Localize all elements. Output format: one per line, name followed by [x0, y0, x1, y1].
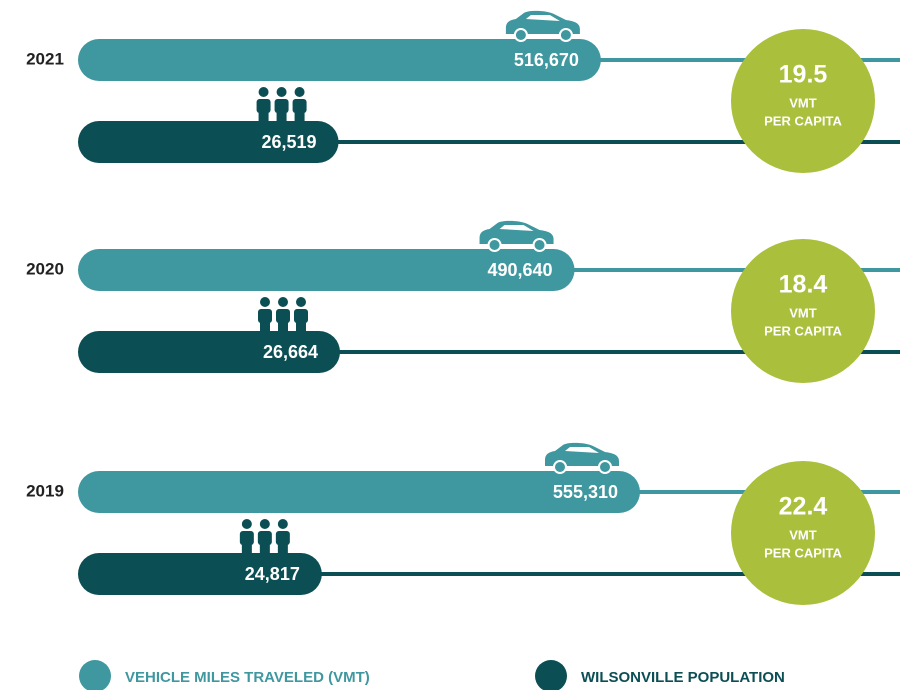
person-body — [275, 531, 290, 545]
car-body — [479, 220, 554, 244]
value-label: 26,519 — [262, 132, 317, 152]
per-capita-label: VMT — [789, 305, 817, 320]
legend-label: VEHICLE MILES TRAVELED (VMT) — [125, 669, 370, 686]
bar — [78, 39, 601, 81]
value-label: 516,670 — [514, 50, 579, 70]
value-label: 24,817 — [245, 564, 300, 584]
bar — [78, 553, 322, 595]
person-legs — [241, 544, 252, 554]
car-wheel — [558, 28, 573, 42]
person-head — [278, 297, 288, 307]
legend-label: WILSONVILLE POPULATION — [581, 669, 785, 686]
per-capita-circle — [731, 239, 875, 383]
person-head — [259, 519, 270, 529]
per-capita-circle — [731, 29, 875, 173]
person-legs — [260, 322, 270, 332]
year-label: 2021 — [26, 49, 64, 68]
legend-swatch — [79, 660, 111, 690]
person-body — [258, 309, 272, 323]
car-wheel — [513, 28, 528, 42]
per-capita-label: PER CAPITA — [764, 545, 842, 560]
per-capita-label: PER CAPITA — [764, 323, 842, 338]
person-body — [239, 531, 254, 545]
person-body — [274, 99, 289, 113]
person-body — [292, 99, 307, 113]
person-head — [258, 87, 269, 97]
car-icon — [479, 220, 554, 252]
per-capita-label: VMT — [789, 527, 817, 542]
car-window — [565, 447, 599, 453]
person-legs — [277, 544, 288, 554]
year-label: 2019 — [26, 481, 64, 500]
value-label: 555,310 — [553, 482, 618, 502]
per-capita-value: 18.4 — [779, 271, 828, 299]
car-wheel — [598, 460, 612, 474]
per-capita-label: VMT — [789, 95, 817, 110]
car-window — [525, 15, 560, 21]
person-legs — [258, 112, 269, 122]
person-body — [257, 531, 272, 545]
per-capita-value: 22.4 — [779, 493, 828, 521]
bar — [78, 249, 575, 291]
car-window — [499, 225, 534, 231]
bar — [78, 121, 339, 163]
person-head — [276, 87, 287, 97]
person-head — [296, 297, 306, 307]
person-head — [277, 519, 288, 529]
value-label: 26,664 — [263, 342, 318, 362]
car-body — [505, 10, 580, 34]
car-wheel — [532, 238, 547, 252]
car-wheel — [553, 460, 567, 474]
person-head — [294, 87, 305, 97]
person-body — [256, 99, 271, 113]
bar — [78, 471, 640, 513]
per-capita-label: PER CAPITA — [764, 113, 842, 128]
car-icon — [545, 442, 619, 474]
car-wheel — [487, 238, 502, 252]
person-legs — [276, 112, 287, 122]
person-legs — [259, 544, 270, 554]
per-capita-value: 19.5 — [779, 61, 828, 89]
person-body — [294, 309, 308, 323]
person-legs — [294, 112, 305, 122]
year-label: 2020 — [26, 259, 64, 278]
legend-swatch — [535, 660, 567, 690]
person-body — [276, 309, 290, 323]
car-icon — [505, 10, 580, 42]
person-legs — [296, 322, 306, 332]
value-label: 490,640 — [487, 260, 552, 280]
person-head — [241, 519, 252, 529]
car-body — [545, 442, 619, 466]
person-legs — [278, 322, 288, 332]
person-head — [260, 297, 270, 307]
bar — [78, 331, 340, 373]
per-capita-circle — [731, 461, 875, 605]
